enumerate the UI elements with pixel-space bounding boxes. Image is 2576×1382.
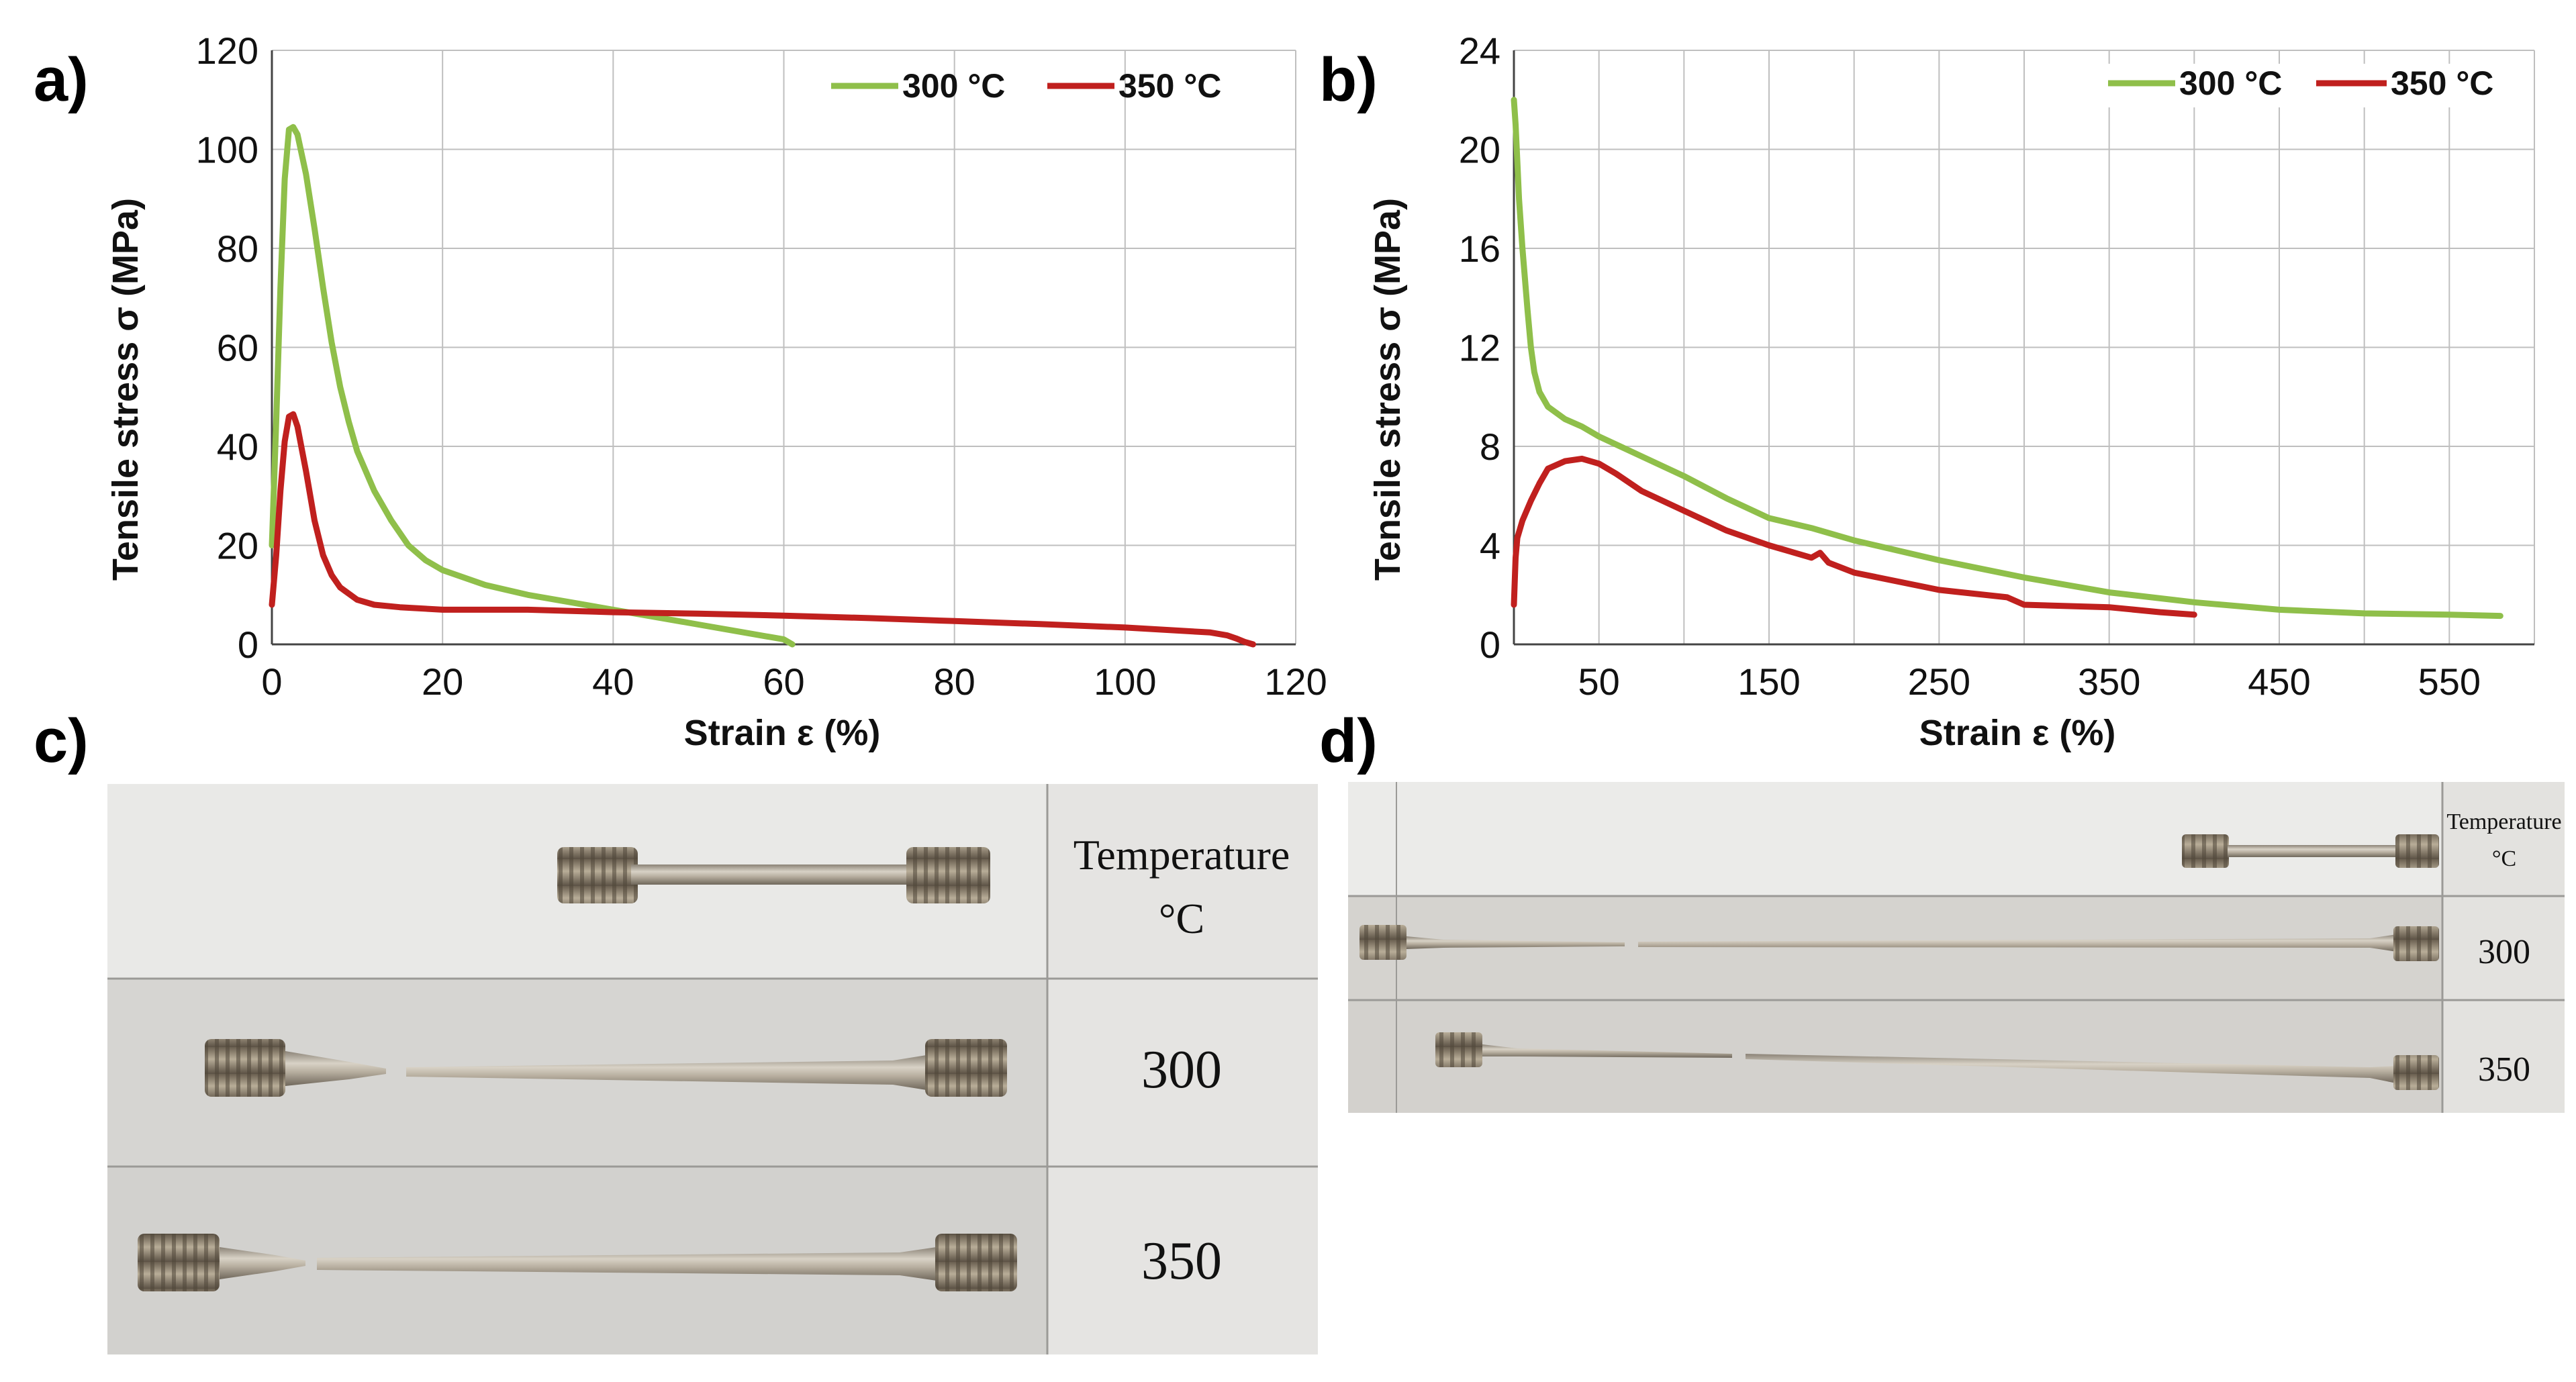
series-line-350 (1511, 455, 2197, 618)
legend-b-350-label: 350 °C (2391, 64, 2493, 102)
panel-d-photo-row-300 (1348, 896, 2442, 1000)
x-tick-label: 20 (422, 660, 463, 703)
panel-b-y-axis-label: Tensile stress σ (MPa) (1368, 198, 1408, 581)
specimen-350-neck-left (220, 1247, 305, 1279)
y-tick-label: 16 (1459, 228, 1500, 270)
specimen-thread-left (557, 847, 638, 903)
specimen-350-thread-left (138, 1234, 220, 1291)
panel-a-series (269, 124, 1256, 648)
x-tick-label: 100 (1094, 660, 1156, 703)
panel-b-letter: b) (1319, 46, 1378, 114)
specimen-gauge (631, 865, 913, 885)
panel-b-chart: b) 50 150 250 350 450 550 0 4 8 12 16 20 24 Strain ε… (1319, 30, 2535, 753)
series-line-350 (269, 411, 1256, 648)
panel-d-specimen-350-broken (1435, 1032, 2439, 1090)
d-specimen-thread-right (2395, 834, 2439, 868)
panel-c-untested-specimen (557, 847, 990, 903)
specimen-thread-right (906, 847, 990, 903)
panel-c-specimen-photo: c) Temperature °C 300 350 (34, 707, 1318, 1354)
y-tick-label: 24 (1459, 30, 1500, 72)
y-tick-label: 20 (1459, 129, 1500, 171)
panel-d-header-temperature: Temperature (2446, 809, 2561, 834)
y-tick-label: 4 (1480, 525, 1500, 567)
panel-d-untested-specimen (2182, 834, 2439, 868)
d-specimen-350-thread-right (2393, 1055, 2439, 1090)
panel-d-letter: d) (1319, 707, 1378, 775)
panel-a-letter: a) (34, 46, 89, 114)
y-tick-label: 40 (217, 426, 258, 468)
y-tick-label: 120 (196, 30, 258, 72)
specimen-350-thread-right (935, 1234, 1017, 1291)
x-tick-label: 150 (1737, 660, 1800, 703)
panel-a-x-axis-label: Strain ε (%) (684, 713, 881, 753)
y-tick-label: 0 (238, 624, 258, 666)
panel-a-tick-labels: 0 20 40 60 80 100 120 0 20 40 60 80 100 120 (196, 30, 1327, 703)
x-tick-label: 0 (261, 660, 282, 703)
panel-c-label-350: 350 (1141, 1232, 1222, 1291)
specimen-350-gauge (317, 1247, 937, 1281)
panel-c-header-unit: °C (1159, 895, 1204, 942)
x-tick-label: 550 (2418, 660, 2481, 703)
legend-a-350-label: 350 °C (1118, 67, 1221, 105)
x-tick-label: 450 (2248, 660, 2310, 703)
y-tick-label: 80 (217, 228, 258, 270)
x-tick-label: 40 (592, 660, 634, 703)
panel-d-specimen-photo: d) Temperature °C 300 350 (1319, 707, 2565, 1113)
specimen-300-gauge (406, 1055, 926, 1090)
panel-b-tick-labels: 50 150 250 350 450 550 0 4 8 12 16 20 24 (1459, 30, 2481, 703)
panel-d-label-350: 350 (2478, 1050, 2530, 1089)
d-specimen-300-thread-left (1359, 925, 1406, 960)
panel-d-photo-row-blank (1348, 782, 2442, 896)
x-tick-label: 250 (1908, 660, 1970, 703)
legend-a-300-label: 300 °C (902, 67, 1005, 105)
specimen-300-thread-left (205, 1039, 285, 1097)
d-specimen-300-segment-right (1638, 934, 2397, 952)
y-tick-label: 12 (1459, 327, 1500, 369)
d-specimen-300-thread-right (2393, 926, 2439, 961)
x-tick-label: 80 (934, 660, 975, 703)
panel-c-label-300: 300 (1141, 1040, 1222, 1099)
panel-d-specimen-300-broken (1359, 925, 2439, 961)
panel-c-letter: c) (34, 707, 89, 775)
panel-d-header-unit: °C (2492, 846, 2516, 871)
panel-b-x-axis-label: Strain ε (%) (1919, 713, 2116, 753)
panel-b-gridlines (1513, 50, 2535, 646)
x-tick-label: 120 (1264, 660, 1327, 703)
y-tick-label: 100 (196, 129, 258, 171)
panel-a-y-axis-label: Tensile stress σ (MPa) (105, 198, 146, 581)
panel-b-series (1511, 97, 2503, 620)
panel-d-label-300: 300 (2478, 933, 2530, 971)
x-tick-label: 60 (763, 660, 804, 703)
d-specimen-350-thread-left (1435, 1032, 1482, 1067)
panel-a-chart: a) 0 20 40 60 80 100 120 0 20 40 60 80 100 120 Strain… (34, 30, 1327, 753)
x-tick-label: 350 (2078, 660, 2140, 703)
d-specimen-gauge (2228, 845, 2399, 857)
y-tick-label: 0 (1480, 624, 1500, 666)
specimen-300-neck-left (285, 1051, 386, 1086)
series-line-300 (269, 124, 796, 648)
y-tick-label: 60 (217, 327, 258, 369)
panel-a-legend: 300 °C 350 °C (831, 67, 1221, 105)
series-line-300 (1511, 97, 2503, 620)
legend-b-300-label: 300 °C (2179, 64, 2282, 102)
d-specimen-350-segment-right (1746, 1054, 2397, 1083)
d-specimen-thread-left (2182, 834, 2229, 868)
panel-c-specimen-350-broken (138, 1234, 1017, 1291)
d-specimen-300-segment-left (1406, 936, 1625, 949)
d-specimen-350-segment-left (1482, 1044, 1732, 1058)
panel-c-header-temperature: Temperature (1074, 831, 1290, 879)
y-tick-label: 8 (1480, 426, 1500, 468)
panel-c-specimen-300-broken (205, 1039, 1007, 1097)
panel-a-gridlines (271, 50, 1296, 646)
specimen-300-thread-right (925, 1039, 1007, 1097)
y-tick-label: 20 (217, 525, 258, 567)
panel-b-legend: 300 °C 350 °C (2101, 64, 2518, 107)
x-tick-label: 50 (1578, 660, 1620, 703)
